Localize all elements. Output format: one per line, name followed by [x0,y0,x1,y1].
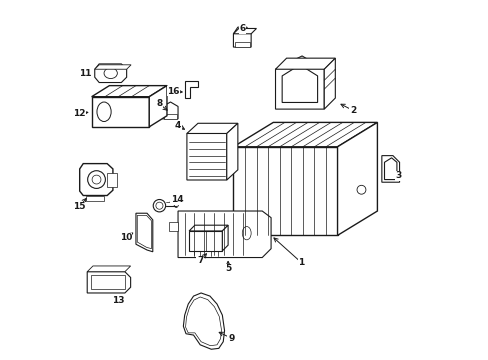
Polygon shape [185,297,221,346]
Ellipse shape [174,201,178,207]
Polygon shape [183,293,224,349]
Polygon shape [381,156,399,182]
Polygon shape [136,213,152,252]
Polygon shape [186,123,237,134]
Text: 13: 13 [112,296,124,305]
Polygon shape [324,58,335,109]
Bar [163,114,176,119]
Bar [233,147,337,235]
Polygon shape [186,127,226,180]
Text: 9: 9 [227,334,234,343]
Text: 2: 2 [349,106,355,115]
Text: 8: 8 [156,99,162,108]
Circle shape [156,202,163,209]
Text: 7: 7 [197,256,203,265]
Circle shape [87,171,105,188]
Text: 1: 1 [298,258,304,267]
Text: 11: 11 [79,69,91,78]
Polygon shape [91,86,166,97]
Polygon shape [107,174,117,186]
Polygon shape [275,56,324,109]
Polygon shape [337,122,377,235]
Text: 10: 10 [120,233,132,242]
Polygon shape [80,163,113,195]
Polygon shape [87,272,130,293]
Polygon shape [86,195,104,201]
Polygon shape [233,122,377,147]
Polygon shape [184,81,198,98]
Polygon shape [222,225,227,251]
Bar [234,42,249,47]
Polygon shape [226,123,237,180]
Polygon shape [87,266,130,272]
Polygon shape [137,215,151,249]
Circle shape [153,199,165,212]
Text: 12: 12 [73,109,86,118]
Bar [91,97,149,127]
Polygon shape [162,102,178,119]
Text: 4: 4 [175,121,181,130]
Text: 3: 3 [395,171,401,180]
Ellipse shape [104,68,117,78]
Polygon shape [233,27,251,47]
Text: 16: 16 [167,87,180,96]
Polygon shape [169,222,178,231]
Text: 15: 15 [73,202,86,211]
Polygon shape [95,64,126,82]
Polygon shape [384,158,396,180]
Polygon shape [95,65,131,69]
Polygon shape [178,211,270,257]
Polygon shape [282,65,317,103]
Circle shape [92,175,101,184]
Circle shape [356,185,365,194]
Bar [91,275,124,289]
Ellipse shape [97,102,111,122]
Text: 6: 6 [239,24,245,33]
Bar [189,231,222,251]
Ellipse shape [242,226,251,240]
Text: 14: 14 [170,195,183,204]
Polygon shape [233,28,256,34]
Polygon shape [149,86,166,127]
Polygon shape [275,58,335,69]
Text: 5: 5 [224,264,231,273]
Polygon shape [189,225,227,231]
